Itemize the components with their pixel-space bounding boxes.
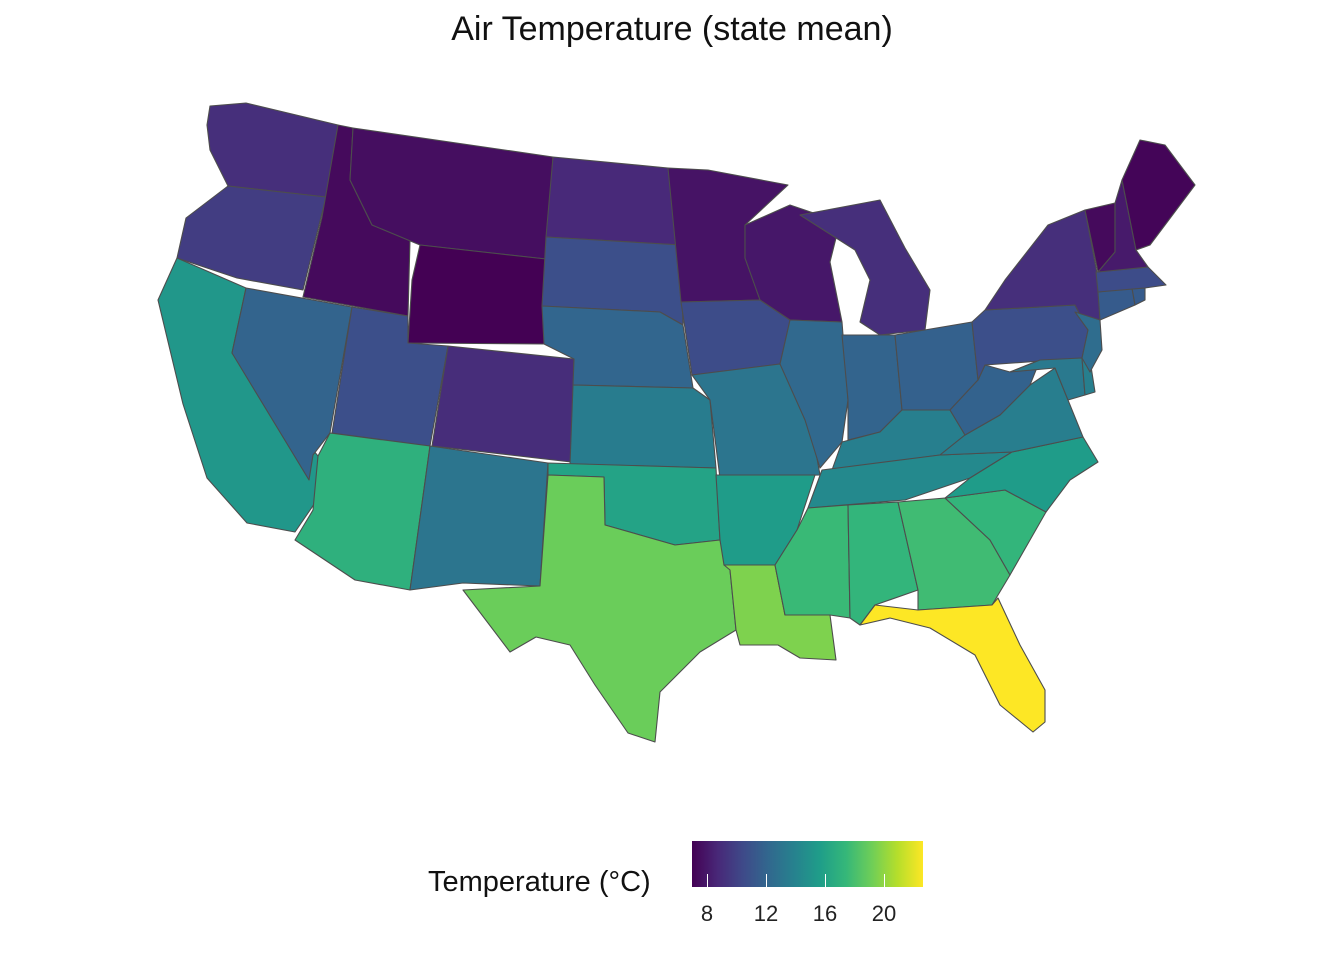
legend-colorbar: [692, 841, 923, 887]
state-WY[interactable]: [407, 244, 547, 345]
state-MI[interactable]: [799, 199, 931, 336]
legend-tick-mark: [766, 874, 767, 887]
state-ME[interactable]: [1121, 139, 1196, 251]
legend-tick-mark: [825, 874, 826, 887]
state-TX[interactable]: [462, 474, 737, 743]
state-KS[interactable]: [569, 384, 717, 469]
state-ND[interactable]: [545, 156, 682, 246]
map-title: Air Temperature (state mean): [451, 10, 893, 48]
state-FL[interactable]: [859, 597, 1046, 733]
legend-tick-mark: [707, 874, 708, 887]
state-WA[interactable]: [206, 102, 339, 198]
legend-tick-mark: [884, 874, 885, 887]
state-IA[interactable]: [680, 299, 791, 376]
state-NM[interactable]: [409, 445, 549, 591]
legend-tick-label: 20: [871, 901, 897, 926]
legend-tick-label: 8: [700, 901, 714, 926]
state-CO[interactable]: [431, 345, 575, 463]
state-CT[interactable]: [1097, 287, 1136, 321]
legend-title: Temperature (°C): [428, 866, 651, 898]
legend-tick-label: 12: [753, 901, 779, 926]
legend-tick-label: 16: [812, 901, 838, 926]
